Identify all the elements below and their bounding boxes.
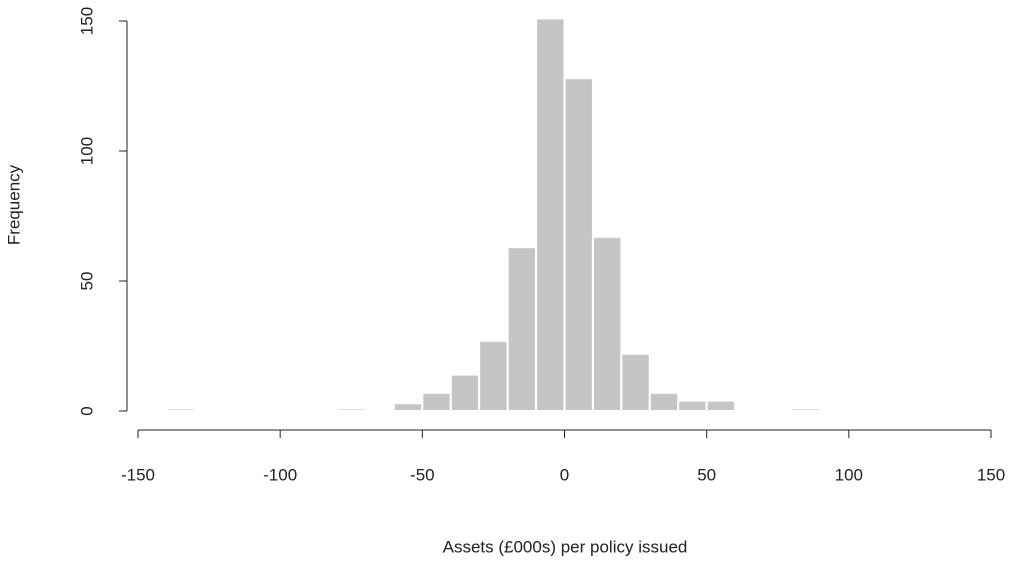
y-tick-label: 0 bbox=[77, 406, 96, 415]
x-tick-label: 100 bbox=[835, 465, 863, 484]
y-tick-label: 50 bbox=[77, 272, 96, 291]
bar bbox=[478, 339, 509, 412]
bar bbox=[790, 407, 822, 412]
x-tick-label: -50 bbox=[410, 465, 435, 484]
x-tick-label: 50 bbox=[697, 465, 716, 484]
bar bbox=[421, 391, 452, 412]
bar bbox=[165, 407, 196, 412]
x-tick-label: -150 bbox=[121, 465, 155, 484]
x-tick-label: -100 bbox=[263, 465, 297, 484]
bar bbox=[648, 391, 680, 412]
bar bbox=[535, 17, 566, 413]
bar bbox=[591, 235, 623, 412]
bar bbox=[506, 246, 538, 412]
y-tick-label: 150 bbox=[77, 7, 96, 35]
x-tick-label: 0 bbox=[560, 465, 569, 484]
bar bbox=[336, 407, 367, 412]
x-axis-label: Assets (£000s) per policy issued bbox=[443, 537, 688, 556]
bar bbox=[392, 402, 424, 413]
y-tick-label: 100 bbox=[77, 137, 96, 165]
bar bbox=[705, 399, 737, 413]
y-axis-label: Frequency bbox=[4, 164, 23, 245]
bar bbox=[563, 77, 594, 412]
bar bbox=[620, 352, 651, 412]
x-tick-label: 150 bbox=[977, 465, 1005, 484]
bar bbox=[677, 399, 708, 413]
bar bbox=[449, 373, 481, 413]
